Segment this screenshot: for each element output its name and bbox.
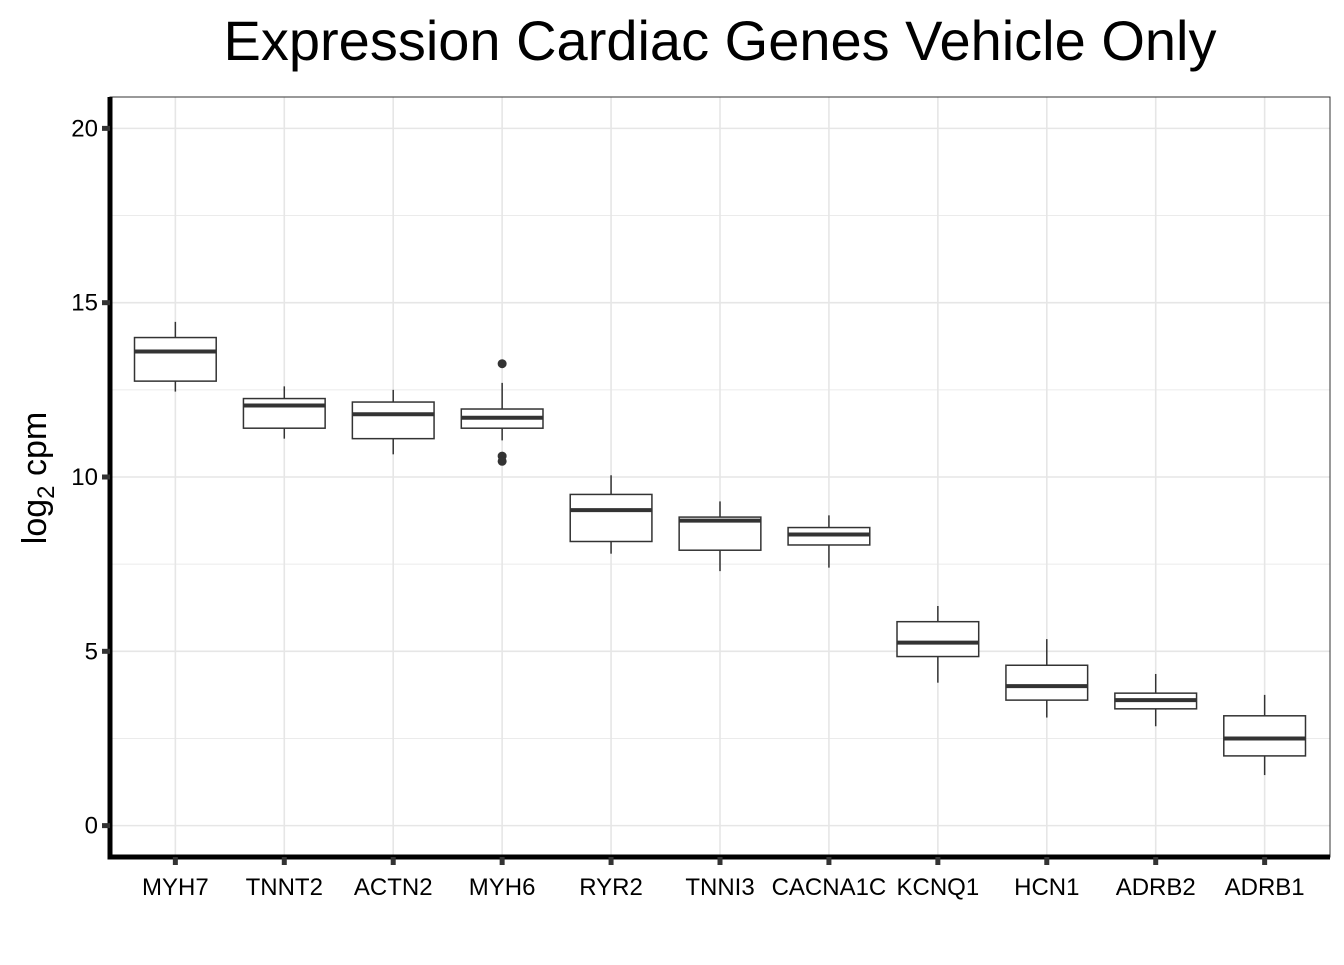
y-tick-label: 0: [85, 813, 98, 840]
x-tick-label: TNNT2: [246, 874, 323, 901]
y-tick-label: 20: [71, 115, 98, 142]
y-tick-label: 15: [71, 290, 98, 317]
y-tick-label: 5: [85, 638, 98, 665]
y-axis-label-main: log: [16, 499, 54, 544]
x-tick-label: TNNI3: [685, 874, 754, 901]
x-tick-label: HCN1: [1014, 874, 1079, 901]
box-iqr: [133, 336, 217, 382]
x-tick-label: ADRB1: [1225, 874, 1305, 901]
outlier-point: [497, 359, 507, 369]
x-tick-label: KCNQ1: [897, 874, 980, 901]
box-iqr: [678, 516, 762, 551]
plot-area: 0 5 10 15 20 MYH7 TNNT2 ACTN2 MYH6 RYR2 TNNI3 CACNA…: [71, 96, 1331, 901]
y-axis-label-rest: cpm: [16, 412, 54, 486]
x-tick-label: RYR2: [579, 874, 643, 901]
box-iqr: [896, 620, 980, 658]
box-iqr: [569, 493, 653, 543]
y-axis-label: log2 cpm: [16, 412, 60, 544]
chart-title: Expression Cardiac Genes Vehicle Only: [224, 9, 1217, 72]
x-tick-label: MYH6: [469, 874, 536, 901]
box-iqr: [1223, 715, 1307, 757]
y-tick-label: 10: [71, 464, 98, 491]
box-iqr: [242, 397, 326, 429]
x-tick-label: ACTN2: [354, 874, 433, 901]
y-axis-label-subscript: 2: [33, 485, 60, 498]
x-tick-label: MYH7: [142, 874, 209, 901]
x-tick-label: ADRB2: [1116, 874, 1196, 901]
box-iqr: [1005, 664, 1089, 701]
box-iqr: [351, 401, 435, 440]
x-tick-label: CACNA1C: [772, 874, 887, 901]
outlier-point: [497, 456, 507, 466]
